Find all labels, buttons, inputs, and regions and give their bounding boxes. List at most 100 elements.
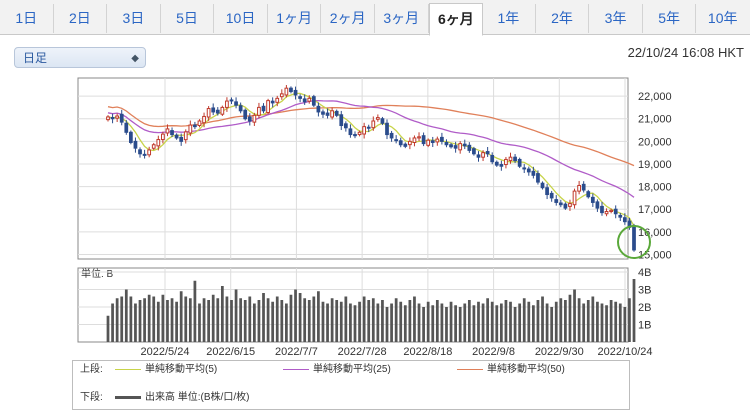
- volume-bar: [550, 307, 554, 342]
- tab-11[interactable]: 3年: [589, 4, 643, 33]
- volume-bar: [422, 307, 425, 342]
- volume-bar: [532, 305, 535, 342]
- volume-bar: [248, 296, 252, 342]
- legend-ma50-label: 単純移動平均(50): [487, 364, 565, 375]
- candle-body: [197, 120, 202, 127]
- candle-body: [279, 93, 284, 98]
- volume-bar: [628, 298, 631, 342]
- legend-upper-row: 上段: 単純移動平均(5) 単純移動平均(25) 単純移動平均(50): [73, 363, 629, 377]
- volume-bar: [216, 298, 220, 342]
- tab-6[interactable]: 2ヶ月: [321, 4, 375, 33]
- candle-body: [142, 153, 147, 156]
- interval-select[interactable]: 日足 ◆: [14, 47, 146, 68]
- tab-0[interactable]: 1日: [0, 4, 54, 33]
- volume-bar: [486, 298, 490, 342]
- candle-body: [330, 110, 334, 118]
- tab-12[interactable]: 5年: [643, 4, 697, 33]
- candle-body: [609, 209, 614, 212]
- candle-body: [252, 114, 257, 123]
- candle-body: [540, 182, 545, 189]
- tab-13[interactable]: 10年: [707, 10, 738, 26]
- candle-body: [412, 137, 417, 143]
- price-y-tick-label: 22,000: [638, 91, 672, 103]
- candle-body: [371, 120, 376, 129]
- candle-body: [522, 167, 527, 170]
- tab-9[interactable]: 1年: [482, 4, 536, 33]
- candle-body: [531, 170, 536, 176]
- tab-3[interactable]: 5日: [161, 4, 215, 33]
- candle-body: [408, 140, 412, 146]
- volume-bar: [147, 294, 151, 342]
- volume-bar: [198, 303, 201, 342]
- volume-bar: [225, 296, 229, 342]
- volume-bar: [504, 300, 508, 342]
- candle-body: [124, 122, 129, 133]
- volume-bar: [463, 303, 467, 342]
- candle-body: [517, 158, 522, 167]
- volume-bar: [243, 300, 247, 342]
- volume-bar: [390, 303, 393, 342]
- volume-bar: [394, 298, 398, 342]
- tab-10[interactable]: 2年: [536, 4, 590, 33]
- volume-bar: [289, 294, 293, 342]
- tab-4[interactable]: 10日: [214, 4, 268, 33]
- volume-bar: [573, 289, 576, 342]
- volume-bar: [513, 307, 517, 342]
- volume-bar: [170, 298, 174, 342]
- volume-bar: [349, 303, 352, 342]
- ma5-line: [107, 92, 635, 227]
- candle-body: [472, 148, 476, 155]
- candle-body: [417, 136, 421, 139]
- legend-upper-label: 上段:: [80, 364, 103, 375]
- volume-bar: [417, 303, 421, 342]
- candle-body: [211, 107, 216, 113]
- candle-body: [632, 225, 636, 251]
- candle-body: [622, 217, 627, 223]
- candle-body: [508, 156, 513, 162]
- volume-bar: [271, 301, 275, 342]
- volume-bar: [509, 301, 512, 342]
- volume-unit-label: 単位: B: [81, 267, 114, 280]
- tab-2[interactable]: 3日: [107, 4, 161, 33]
- candle-body: [444, 141, 449, 146]
- candle-body: [128, 131, 133, 143]
- volume-bar: [353, 305, 357, 342]
- volume-bar: [499, 303, 503, 342]
- candle-body: [481, 152, 485, 158]
- candle-body: [302, 98, 307, 103]
- volume-bar: [193, 280, 197, 342]
- volume-bar: [614, 301, 618, 342]
- candle-body: [170, 130, 174, 136]
- candle-body: [284, 87, 289, 96]
- candle-body: [133, 140, 138, 149]
- volume-bar: [435, 300, 439, 342]
- tab-8[interactable]: 6ヶ月: [428, 3, 484, 36]
- tab-1[interactable]: 2日: [54, 4, 108, 33]
- volume-bar: [275, 296, 279, 342]
- x-tick-label: 2022/9/30: [535, 346, 584, 358]
- tab-5[interactable]: 1ヶ月: [268, 4, 322, 33]
- tab-7[interactable]: 3ヶ月: [375, 4, 429, 33]
- volume-bar: [495, 305, 499, 342]
- volume-bar: [554, 301, 558, 342]
- candle-body: [307, 97, 312, 102]
- candle-body: [298, 96, 302, 99]
- candle-body: [453, 145, 458, 149]
- candle-body: [266, 100, 270, 114]
- interval-select-value: 日足: [23, 51, 48, 65]
- candle-body: [362, 126, 367, 135]
- candle-body: [289, 87, 293, 93]
- ma25-line: [107, 99, 635, 198]
- volume-bar: [143, 298, 146, 342]
- volume-bar: [403, 305, 407, 342]
- candle-body: [590, 196, 595, 203]
- volume-bar: [522, 298, 526, 342]
- candle-body: [261, 105, 266, 112]
- candle-body: [257, 106, 261, 116]
- volume-bar: [381, 300, 384, 342]
- price-y-tick-label: 21,000: [638, 114, 672, 126]
- volume-bar: [582, 303, 586, 342]
- candle-body: [558, 202, 563, 206]
- volume-bar: [481, 303, 485, 342]
- x-tick-label: 2022/8/18: [403, 346, 452, 358]
